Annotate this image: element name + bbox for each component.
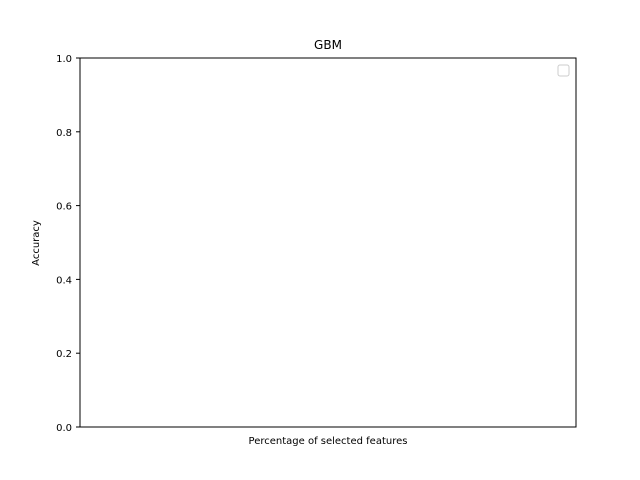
x-axis-label: Percentage of selected features bbox=[249, 436, 408, 447]
y-tick-label: 0.2 bbox=[56, 349, 72, 360]
y-tick-label: 1.0 bbox=[56, 54, 72, 65]
plot-frame bbox=[79, 57, 577, 428]
y-axis-ticks: 0.0 0.2 0.4 0.6 0.8 1.0 bbox=[56, 54, 80, 434]
y-tick-label: 0.0 bbox=[56, 423, 72, 434]
chart-title: GBM bbox=[314, 38, 342, 52]
y-tick-label: 0.6 bbox=[56, 202, 72, 213]
legend bbox=[557, 64, 570, 77]
y-axis-label: Accuracy bbox=[31, 220, 42, 266]
y-tick-label: 0.8 bbox=[56, 128, 72, 139]
plot-area bbox=[80, 58, 576, 427]
y-tick-label: 0.4 bbox=[56, 275, 72, 286]
legend-box bbox=[557, 64, 570, 77]
